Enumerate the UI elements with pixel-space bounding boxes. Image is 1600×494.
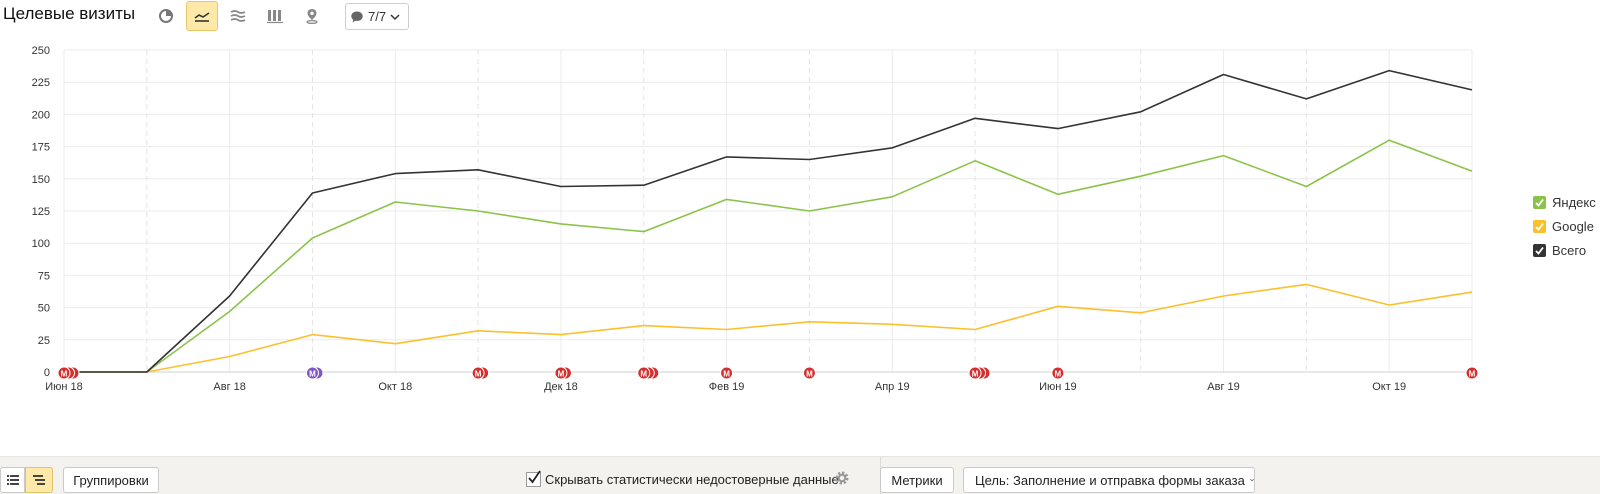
annotation-marker-label: М <box>640 370 647 379</box>
series-line-google <box>64 283 1473 373</box>
legend-item[interactable]: Google <box>1533 214 1596 238</box>
x-tick-label: Фев 19 <box>709 381 745 393</box>
legend-label: Google <box>1552 218 1594 234</box>
y-tick-label: 175 <box>32 142 50 154</box>
x-tick-label: Июн 18 <box>45 381 83 393</box>
y-tick-label: 0 <box>44 367 50 379</box>
annotation-marker[interactable] <box>305 366 319 380</box>
line-chart: 0 25 50 75 100 125 150 175 200 225 250 Июн 18 Авг 18… <box>32 45 1479 393</box>
legend-item[interactable]: Всего <box>1533 238 1596 262</box>
legend-checkbox[interactable] <box>1533 219 1546 233</box>
hide-unreliable-checkbox[interactable] <box>526 470 541 487</box>
annotation-marker[interactable] <box>1051 366 1065 380</box>
annotations-count: 7/7 <box>368 9 387 24</box>
y-tick-label: 225 <box>32 77 50 89</box>
x-tick-label: Авг 19 <box>1207 381 1239 393</box>
annotation-marker[interactable] <box>968 366 982 380</box>
annotation-marker[interactable] <box>637 366 651 380</box>
tree-view-button[interactable] <box>25 467 53 493</box>
tree-icon <box>33 475 45 485</box>
checkmark-icon <box>1535 246 1544 255</box>
annotation-marker[interactable] <box>1465 366 1479 380</box>
goal-dropdown-label: Цель: Заполнение и отправка формы заказа <box>975 472 1245 488</box>
area-chart-icon[interactable] <box>222 1 254 31</box>
y-tick-label: 250 <box>32 45 50 57</box>
annotation-marker-label: М <box>723 370 730 379</box>
chevron-down-icon <box>390 13 400 20</box>
checkmark-icon <box>1535 222 1544 231</box>
series-line-yandex <box>64 139 1473 373</box>
goal-dropdown[interactable]: Цель: Заполнение и отправка формы заказа <box>963 467 1255 493</box>
groupings-button[interactable]: Группировки <box>63 467 159 493</box>
gear-icon[interactable] <box>834 470 850 486</box>
annotation-marker-label: М <box>806 370 813 379</box>
annotation-marker-label: М <box>475 370 482 379</box>
annotation-marker-label: М <box>1469 370 1476 379</box>
hide-unreliable-data: Скрывать статистически недостоверные дан… <box>526 470 839 487</box>
annotation-marker-label: М <box>309 370 316 379</box>
pie-chart-icon[interactable] <box>150 1 182 31</box>
comment-icon <box>351 11 363 22</box>
x-tick-label: Авг 18 <box>213 381 245 393</box>
annotation-marker-label: М <box>61 370 68 379</box>
chevron-down-icon <box>1250 478 1254 482</box>
annotation-marker[interactable] <box>471 366 485 380</box>
x-tick-label: Окт 19 <box>1372 381 1406 393</box>
chart-title: Целевые визиты <box>3 4 136 23</box>
report-bottom-bar: Группировки Скрывать статистически недос… <box>0 456 1600 494</box>
y-tick-label: 150 <box>32 174 50 186</box>
annotation-marker-label: М <box>1055 370 1062 379</box>
y-tick-label: 75 <box>38 270 50 282</box>
legend-checkbox[interactable] <box>1533 243 1546 257</box>
annotation-marker-label: М <box>972 370 979 379</box>
annotation-marker[interactable] <box>802 366 816 380</box>
y-tick-label: 50 <box>38 303 50 315</box>
x-tick-label: Апр 19 <box>875 381 910 393</box>
annotations-dropdown[interactable]: 7/7 <box>345 3 409 30</box>
hide-unreliable-label: Скрывать статистически недостоверные дан… <box>545 472 839 487</box>
annotation-marker[interactable] <box>554 366 568 380</box>
list-icon <box>6 475 19 485</box>
x-tick-label: Дек 18 <box>544 381 578 393</box>
annotation-marker[interactable] <box>720 366 734 380</box>
metrics-button[interactable]: Метрики <box>880 467 954 493</box>
map-icon[interactable] <box>296 1 328 31</box>
legend-item[interactable]: Яндекс <box>1533 190 1596 214</box>
legend-label: Яндекс <box>1552 194 1596 210</box>
annotation-marker[interactable] <box>57 366 71 380</box>
checkmark-icon <box>1535 198 1544 207</box>
line-chart-icon[interactable] <box>186 1 218 31</box>
x-tick-label: Окт 18 <box>378 381 412 393</box>
annotation-marker-label: М <box>558 370 565 379</box>
chart-legend: Яндекс Google Всего <box>1533 190 1596 262</box>
bar-chart-icon[interactable] <box>259 1 291 31</box>
legend-checkbox[interactable] <box>1533 195 1546 209</box>
x-tick-label: Июн 19 <box>1039 381 1077 393</box>
y-tick-label: 125 <box>32 206 50 218</box>
list-view-button[interactable] <box>0 467 25 493</box>
y-tick-label: 200 <box>32 109 50 121</box>
chart-toolbar: Целевые визиты 7/7 <box>0 0 1600 34</box>
y-tick-label: 100 <box>32 238 50 250</box>
checkmark-icon <box>528 470 541 484</box>
y-tick-label: 25 <box>38 335 50 347</box>
legend-label: Всего <box>1552 242 1587 258</box>
series-line-total <box>64 69 1473 373</box>
